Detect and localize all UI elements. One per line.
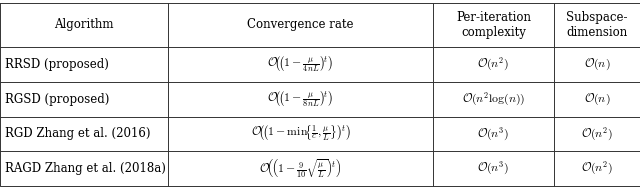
Text: RGD Zhang et al. (2016): RGD Zhang et al. (2016) [5, 127, 150, 140]
Text: $\mathcal{O}\!\left(\!\left(1 - \frac{9}{10}\sqrt{\frac{\mu}{L}}\right)^{\!t}\ri: $\mathcal{O}\!\left(\!\left(1 - \frac{9}… [259, 157, 342, 180]
Text: RGSD (proposed): RGSD (proposed) [5, 93, 109, 106]
Text: $\mathcal{O}(n^2 \log(n))$: $\mathcal{O}(n^2 \log(n))$ [461, 91, 525, 108]
Text: RAGD Zhang et al. (2018a): RAGD Zhang et al. (2018a) [5, 162, 166, 175]
Text: $\mathcal{O}(n^2)$: $\mathcal{O}(n^2)$ [477, 56, 509, 73]
Text: Per-iteration
complexity: Per-iteration complexity [456, 11, 531, 39]
Text: $\mathcal{O}\!\left(\!\left(1 - \frac{\mu}{8nL}\right)^{\!t}\right)$: $\mathcal{O}\!\left(\!\left(1 - \frac{\m… [268, 89, 333, 109]
Text: $\mathcal{O}(n^2)$: $\mathcal{O}(n^2)$ [580, 160, 613, 177]
Text: $\mathcal{O}(n)$: $\mathcal{O}(n)$ [584, 57, 610, 72]
Text: $\mathcal{O}(n^3)$: $\mathcal{O}(n^3)$ [477, 160, 509, 177]
Text: $\mathcal{O}\!\left(\!\left(1 - \min\!\left\{\frac{1}{c}, \frac{\mu}{L}\right\}\: $\mathcal{O}\!\left(\!\left(1 - \min\!\l… [251, 124, 350, 144]
Text: $\mathcal{O}(n^2)$: $\mathcal{O}(n^2)$ [580, 125, 613, 143]
Text: RRSD (proposed): RRSD (proposed) [5, 58, 109, 71]
Text: $\mathcal{O}\!\left(\!\left(1 - \frac{\mu}{4nL}\right)^{\!t}\right)$: $\mathcal{O}\!\left(\!\left(1 - \frac{\m… [268, 54, 333, 75]
Text: Convergence rate: Convergence rate [247, 18, 354, 31]
Text: $\mathcal{O}(n^3)$: $\mathcal{O}(n^3)$ [477, 125, 509, 143]
Text: $\mathcal{O}(n)$: $\mathcal{O}(n)$ [584, 92, 610, 107]
Text: Subspace-
dimension: Subspace- dimension [566, 11, 628, 39]
Text: Algorithm: Algorithm [54, 18, 113, 31]
